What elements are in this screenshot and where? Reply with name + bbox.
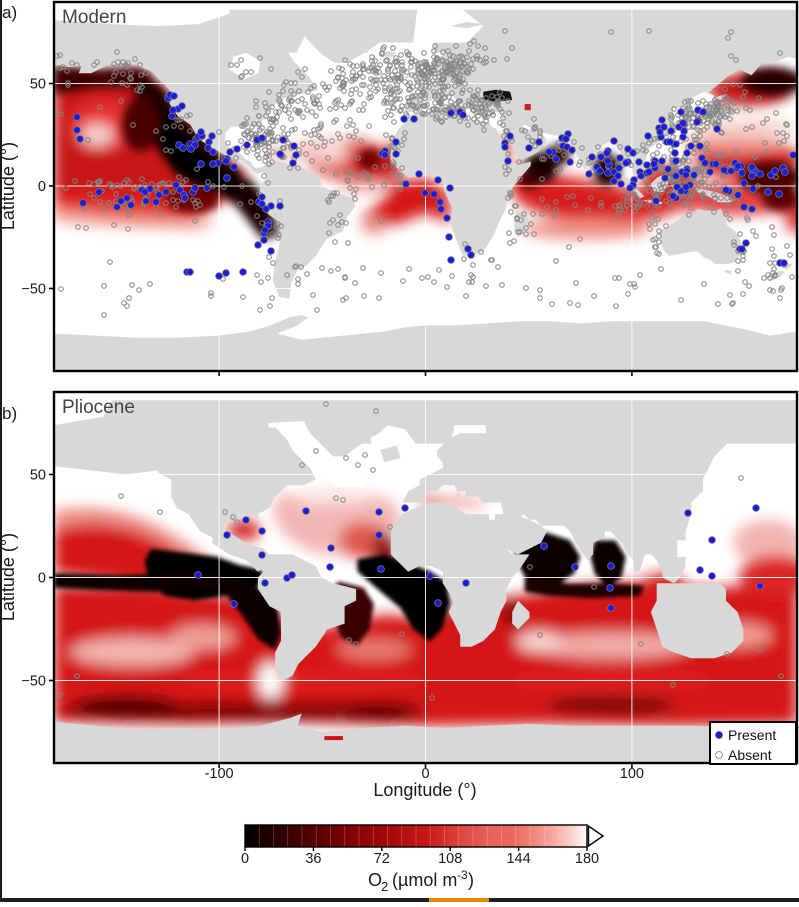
svg-text:b): b) xyxy=(2,404,17,423)
svg-text:72: 72 xyxy=(374,851,390,867)
svg-text:50: 50 xyxy=(30,468,46,484)
svg-text:0: 0 xyxy=(421,766,429,782)
svg-text:O: O xyxy=(368,870,382,890)
svg-text:36: 36 xyxy=(305,851,321,867)
svg-text:Modern: Modern xyxy=(62,7,126,28)
svg-text:-100: -100 xyxy=(205,766,234,782)
svg-text:0: 0 xyxy=(38,571,46,587)
svg-text:144: 144 xyxy=(506,851,530,867)
svg-text:Pliocene: Pliocene xyxy=(62,397,135,418)
svg-text:(µmol m: (µmol m xyxy=(392,870,457,890)
svg-text:): ) xyxy=(468,870,474,890)
svg-text:50: 50 xyxy=(30,77,46,93)
svg-text:Latitude (°): Latitude (°) xyxy=(0,533,18,621)
svg-text:0: 0 xyxy=(241,851,249,867)
svg-text:2: 2 xyxy=(381,879,388,894)
svg-text:Longitude (°): Longitude (°) xyxy=(373,780,476,800)
svg-text:108: 108 xyxy=(438,851,462,867)
svg-text:-3: -3 xyxy=(457,868,468,882)
svg-text:−50: −50 xyxy=(21,674,46,690)
svg-text:Latitude (°): Latitude (°) xyxy=(0,142,18,230)
svg-text:−50: −50 xyxy=(21,282,46,298)
svg-text:180: 180 xyxy=(575,851,599,867)
svg-text:100: 100 xyxy=(620,766,644,782)
svg-text:0: 0 xyxy=(38,179,46,195)
svg-text:Absent: Absent xyxy=(728,747,772,763)
svg-text:a): a) xyxy=(2,3,17,22)
svg-text:Present: Present xyxy=(728,727,776,743)
